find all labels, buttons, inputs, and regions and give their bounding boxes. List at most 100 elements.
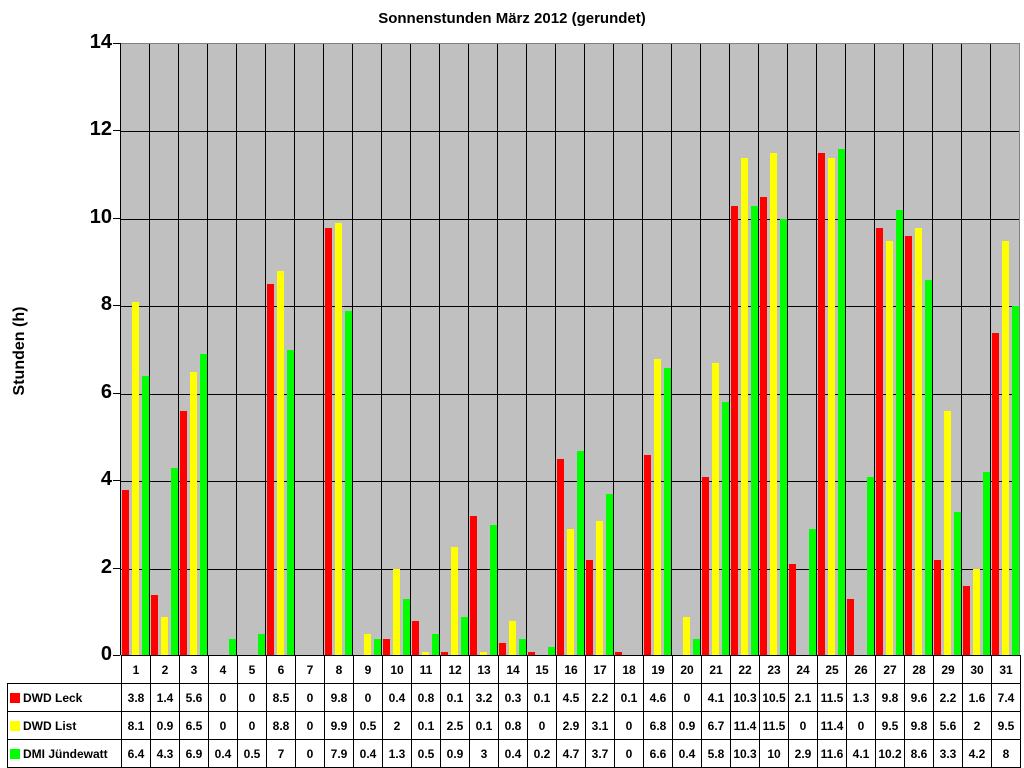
category-separator [178,44,179,656]
category-separator [845,44,846,656]
x-tick-label: 22 [730,655,760,684]
bar [557,459,564,656]
table-cell: 11.4 [817,711,847,740]
table-cell: 0 [295,683,325,712]
table-cell: 0.1 [527,683,557,712]
table-cell: 0 [614,739,644,768]
table-cell: 0 [237,683,267,712]
table-cell: 0 [295,711,325,740]
category-separator [526,44,527,656]
bar [963,586,970,656]
x-tick-label: 11 [411,655,441,684]
category-separator [207,44,208,656]
table-cell: 0.1 [411,711,441,740]
category-separator [236,44,237,656]
gridline-horizontal [120,481,1019,483]
bar [770,153,777,656]
table-cell: 9.8 [324,683,354,712]
table-cell: 10.3 [730,739,760,768]
x-tick-label: 8 [324,655,354,684]
category-separator [584,44,585,656]
table-cell: 4.1 [846,739,876,768]
bar [393,568,400,656]
table-cell: 3.7 [585,739,615,768]
x-tick-label: 7 [295,655,325,684]
table-cell: 0 [353,683,383,712]
category-separator [149,44,150,656]
gridline-horizontal [120,131,1019,133]
y-tick-mark [113,130,120,132]
bar [644,454,651,656]
x-tick-label: 6 [266,655,296,684]
bar [180,411,187,656]
bar [915,227,922,656]
table-cell: 9.9 [324,711,354,740]
table-cell: 6.5 [179,711,209,740]
category-separator [758,44,759,656]
table-cell: 0.9 [672,711,702,740]
bar [693,638,700,656]
chart-title: Sonnenstunden März 2012 (gerundet) [378,10,646,27]
bar [490,524,497,656]
bar [809,529,816,656]
x-tick-label: 23 [759,655,789,684]
bar [905,236,912,656]
bar [818,153,825,656]
bar [992,332,999,656]
table-cell: 5.8 [701,739,731,768]
x-tick-label: 29 [933,655,963,684]
bar [664,367,671,656]
bar [161,616,168,656]
y-tick-mark [113,567,120,569]
x-tick-label: 28 [904,655,934,684]
table-cell: 4.2 [962,739,992,768]
bar [441,651,448,656]
table-cell: 6.8 [643,711,673,740]
table-cell: 9.8 [875,683,905,712]
category-separator [990,44,991,656]
table-row: DWD List 8.1 0.9 6.5 0 0 8.8 0 9.9 0.5 2 0.1 2.5 0.1 0… [7,711,1021,740]
bar [567,529,574,656]
category-separator [671,44,672,656]
table-cell: 0.5 [353,711,383,740]
bar [702,476,709,656]
table-cell: 9.5 [991,711,1021,740]
category-separator [468,44,469,656]
legend-label: DWD Leck [23,690,83,705]
bar [789,564,796,656]
bar [499,642,506,656]
x-tick-label: 20 [672,655,702,684]
bar [374,638,381,656]
category-separator [323,44,324,656]
bar [780,218,787,656]
table-cell: 3.2 [469,683,499,712]
x-tick-label: 31 [991,655,1021,684]
table-cell: 4.7 [556,739,586,768]
x-tick-label: 4 [208,655,238,684]
legend-swatch [10,748,20,759]
table-cell: 0 [295,739,325,768]
bar [461,616,468,656]
x-tick-label: 3 [179,655,209,684]
table-cell: 6.7 [701,711,731,740]
bar [722,402,729,656]
y-tick-label: 2 [100,555,112,578]
category-separator [816,44,817,656]
legend-label: DWD List [23,718,77,733]
table-cell: 0 [614,711,644,740]
x-tick-label: 25 [817,655,847,684]
y-tick-mark [113,392,120,394]
table-cell: 1.3 [846,683,876,712]
table-cell: 5.6 [933,711,963,740]
table-cell: 0.3 [498,683,528,712]
table-cell: 11.5 [759,711,789,740]
table-cell: 2.9 [556,711,586,740]
bar [403,599,410,656]
table-row: DWD Leck 3.8 1.4 5.6 0 0 8.5 0 9.8 0 0.4 0.8 0.1 3.2 0… [7,683,1021,712]
category-separator [903,44,904,656]
category-separator [729,44,730,656]
table-cell: 0.8 [411,683,441,712]
bar [519,638,526,656]
table-cell: 10.3 [730,683,760,712]
bar [451,546,458,656]
